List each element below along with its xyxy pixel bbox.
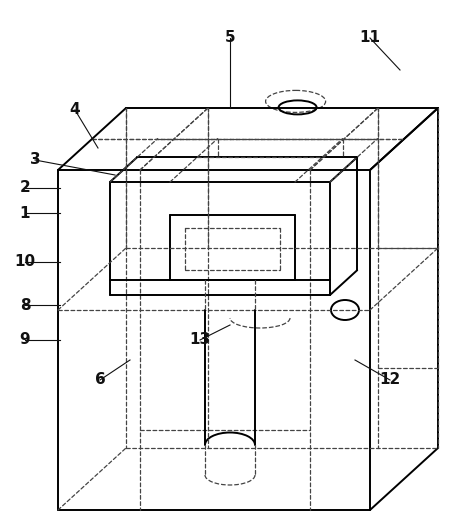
Text: 11: 11 <box>360 31 380 45</box>
Text: 12: 12 <box>379 372 401 388</box>
Text: 8: 8 <box>20 297 31 313</box>
Text: 3: 3 <box>30 152 40 168</box>
Text: 5: 5 <box>224 31 235 45</box>
Text: 13: 13 <box>189 333 211 348</box>
Text: 2: 2 <box>20 180 31 196</box>
Text: 4: 4 <box>70 103 80 117</box>
Ellipse shape <box>331 300 359 320</box>
Text: 1: 1 <box>20 205 30 221</box>
Text: 9: 9 <box>20 333 31 348</box>
Text: 10: 10 <box>14 254 35 269</box>
Text: 6: 6 <box>95 372 106 388</box>
